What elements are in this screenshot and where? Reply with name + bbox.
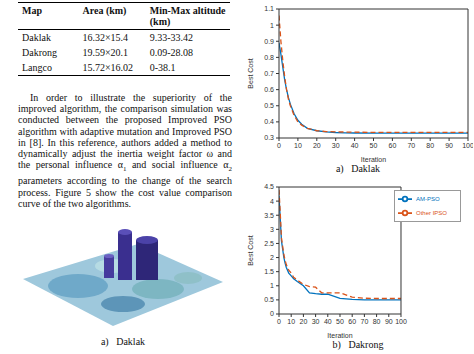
html-text:Other IPSO: Other IPSO	[416, 209, 447, 216]
html-text:Area (km): Area (km)	[82, 5, 127, 16]
svg-text:50: 50	[336, 318, 344, 325]
html-text:Langco: Langco	[22, 62, 52, 73]
svg-text:0: 0	[270, 310, 274, 317]
svg-text:1.5: 1.5	[264, 268, 274, 275]
html-text:0-38.1: 0-38.1	[149, 62, 176, 73]
svg-text:4: 4	[270, 198, 274, 205]
svg-text:40: 40	[324, 318, 332, 325]
svg-text:1: 1	[270, 282, 274, 289]
svg-text:10: 10	[294, 142, 302, 149]
html-text:Dakrong: Dakrong	[22, 47, 57, 58]
svg-text:70: 70	[407, 142, 415, 149]
svg-text:Iteration: Iteration	[361, 156, 386, 162]
svg-text:80: 80	[373, 318, 381, 325]
svg-text:20: 20	[299, 318, 307, 325]
svg-text:10: 10	[287, 318, 295, 325]
svg-text:0.4: 0.4	[264, 118, 274, 125]
svg-text:30: 30	[332, 142, 340, 149]
svg-text:3.5: 3.5	[264, 212, 274, 219]
svg-text:Iteration: Iteration	[327, 332, 352, 338]
html-text:parameters according to the ch: parameters according to the change of th…	[18, 175, 232, 209]
svg-text:70: 70	[360, 318, 368, 325]
svg-text:1: 1	[270, 22, 274, 29]
svg-text:0.6: 0.6	[264, 86, 274, 93]
svg-text:60: 60	[348, 318, 356, 325]
html-text:AM-PSO: AM-PSO	[416, 195, 440, 202]
html-text:Min-Max altitude (km): Min-Max altitude (km)	[149, 5, 226, 27]
html-text:In order to illustrate the sup: In order to illustrate the superiority o…	[18, 92, 232, 174]
html-text:Map: Map	[22, 5, 42, 16]
svg-text:90: 90	[385, 318, 393, 325]
svg-text:100: 100	[462, 142, 473, 149]
svg-text:0.7: 0.7	[264, 70, 274, 77]
html-text:9.33-33.42: 9.33-33.42	[149, 32, 194, 43]
svg-text:3: 3	[270, 226, 274, 233]
svg-text:4.5: 4.5	[264, 183, 274, 190]
svg-text:0: 0	[277, 318, 281, 325]
svg-text:30: 30	[312, 318, 320, 325]
svg-text:20: 20	[313, 142, 321, 149]
html-text:16.32×15.4: 16.32×15.4	[82, 32, 129, 43]
html-text:b) Dakrong: b) Dakrong	[332, 339, 384, 350]
svg-text:80: 80	[426, 142, 434, 149]
svg-text:60: 60	[389, 142, 397, 149]
svg-text:0.3: 0.3	[264, 134, 274, 141]
html-text:15.72×16.02: 15.72×16.02	[82, 62, 134, 73]
svg-text:2: 2	[270, 254, 274, 261]
svg-text:1.1: 1.1	[264, 5, 274, 12]
svg-text:2.5: 2.5	[264, 240, 274, 247]
html-text:a) Daklak: a) Daklak	[100, 336, 146, 347]
svg-text:Best Cost: Best Cost	[247, 235, 254, 265]
html-text:a) Daklak: a) Daklak	[335, 163, 381, 174]
svg-text:Best Cost: Best Cost	[247, 58, 254, 88]
html-text:0.09-28.08: 0.09-28.08	[149, 47, 194, 58]
svg-text:90: 90	[445, 142, 453, 149]
svg-text:100: 100	[395, 318, 407, 325]
svg-text:0.8: 0.8	[264, 54, 274, 61]
svg-text:40: 40	[351, 142, 359, 149]
svg-text:0.9: 0.9	[264, 38, 274, 45]
svg-text:0.5: 0.5	[264, 296, 274, 303]
svg-text:0.5: 0.5	[264, 102, 274, 109]
svg-text:50: 50	[370, 142, 378, 149]
html-text:Daklak: Daklak	[22, 32, 51, 43]
html-text:19.59×20.1: 19.59×20.1	[82, 47, 129, 58]
svg-text:0: 0	[277, 142, 281, 149]
